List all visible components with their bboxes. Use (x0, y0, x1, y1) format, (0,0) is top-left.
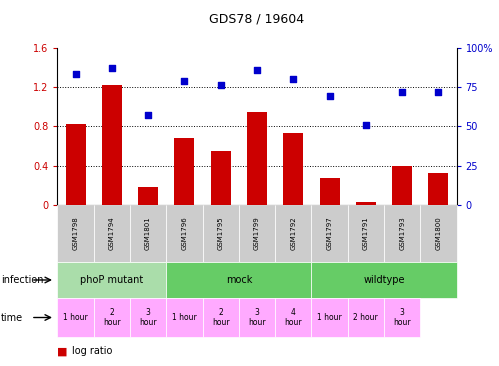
Point (435, 89, 443, 94)
Bar (247, 112, 267, 205)
Bar (65, 124, 85, 205)
Text: infection: infection (1, 275, 43, 285)
Text: GDS78 / 19604: GDS78 / 19604 (210, 13, 304, 26)
Text: wildtype: wildtype (363, 275, 405, 285)
Text: 4
hour: 4 hour (284, 308, 302, 327)
Text: 3
hour: 3 hour (393, 308, 411, 327)
Text: log ratio: log ratio (72, 346, 113, 356)
Point (362, 122, 370, 128)
Point (253, 67, 261, 72)
Text: 3
hour: 3 hour (248, 308, 266, 327)
Text: 1 hour: 1 hour (63, 313, 88, 322)
Text: 3
hour: 3 hour (139, 308, 157, 327)
Point (144, 112, 152, 118)
Bar (175, 138, 195, 205)
Bar (283, 133, 303, 205)
Bar (356, 202, 376, 205)
Bar (429, 173, 449, 205)
Text: GSM1800: GSM1800 (436, 216, 442, 250)
Text: phoP mutant: phoP mutant (80, 275, 143, 285)
Bar (102, 85, 122, 205)
Text: GSM1797: GSM1797 (326, 216, 332, 250)
Text: time: time (1, 313, 23, 322)
Text: 1 hour: 1 hour (317, 313, 342, 322)
Text: 2
hour: 2 hour (212, 308, 230, 327)
Bar (392, 165, 412, 205)
Point (181, 78, 189, 83)
Bar (211, 151, 231, 205)
Text: GSM1796: GSM1796 (182, 216, 188, 250)
Bar (138, 187, 158, 205)
Text: GSM1791: GSM1791 (363, 216, 369, 250)
Text: GSM1793: GSM1793 (399, 216, 405, 250)
Text: GSM1801: GSM1801 (145, 216, 151, 250)
Point (325, 93, 333, 99)
Point (108, 65, 116, 71)
Point (289, 76, 297, 82)
Text: GSM1798: GSM1798 (72, 216, 78, 250)
Text: GSM1792: GSM1792 (290, 217, 296, 250)
Text: 2
hour: 2 hour (103, 308, 121, 327)
Text: GSM1795: GSM1795 (218, 217, 224, 250)
Bar (319, 178, 339, 205)
Text: GSM1794: GSM1794 (109, 217, 115, 250)
Text: 2 hour: 2 hour (353, 313, 378, 322)
Text: GSM1799: GSM1799 (254, 216, 260, 250)
Text: ■: ■ (57, 346, 68, 356)
Text: 1 hour: 1 hour (172, 313, 197, 322)
Text: mock: mock (226, 275, 252, 285)
Point (398, 89, 406, 94)
Point (71, 71, 79, 77)
Point (217, 82, 225, 88)
